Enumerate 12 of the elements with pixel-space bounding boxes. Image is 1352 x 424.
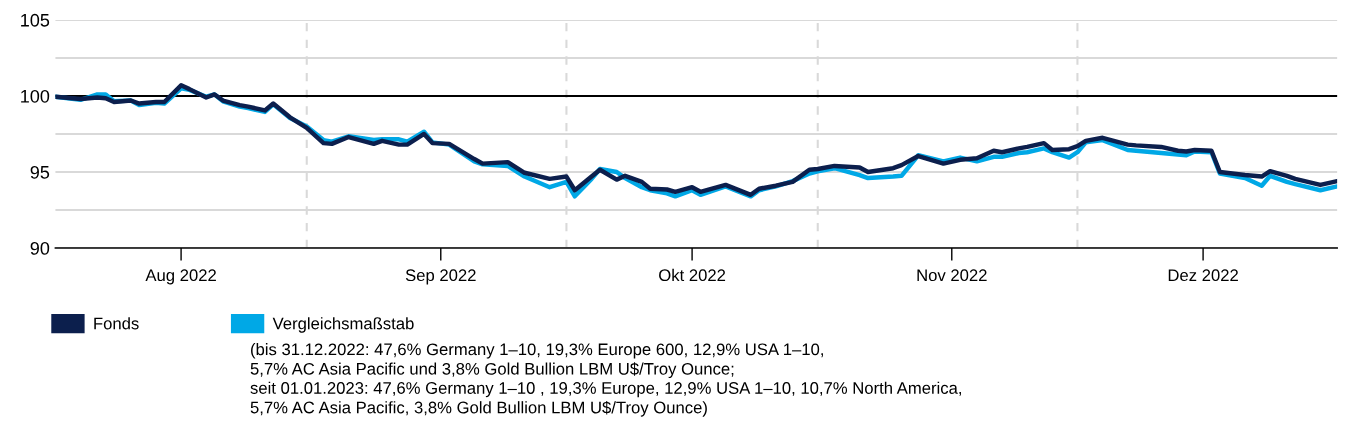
legend-label: Fonds	[94, 317, 139, 330]
legend-label: Vergleichsmaßstab	[272, 317, 414, 333]
y-tick-label: 90	[30, 241, 50, 255]
x-tick-label: Okt 2022	[659, 268, 726, 282]
x-tick-label: Nov 2022	[917, 269, 987, 282]
text: (bis 31.12.2022: 47,6% Germany 1–10, 19,3% Europe 600, 12,9% USA 1–10, 5,7% AC Asia Pacific und 3,8% Gold Bullion LBM U$/Troy Ounce; seit 01.01.2023: 47,6% Germany 1–10 , 19,3% Europe, 12,9% USA 1–10, 10,7% North America, 5,7% AC Asia Pacific, 3,8% Gold Bullion LBM U$/Troy Ounce)	[250, 343, 961, 417]
y-tick-label: 105	[21, 13, 50, 27]
y-tick-label: 100	[21, 89, 50, 103]
x-tick-label: Sep 2022	[405, 269, 476, 285]
y-tick-label: 95	[30, 165, 50, 179]
x-tick-label: Aug 2022	[145, 269, 216, 285]
x-tick-label: Dez 2022	[1168, 269, 1238, 282]
